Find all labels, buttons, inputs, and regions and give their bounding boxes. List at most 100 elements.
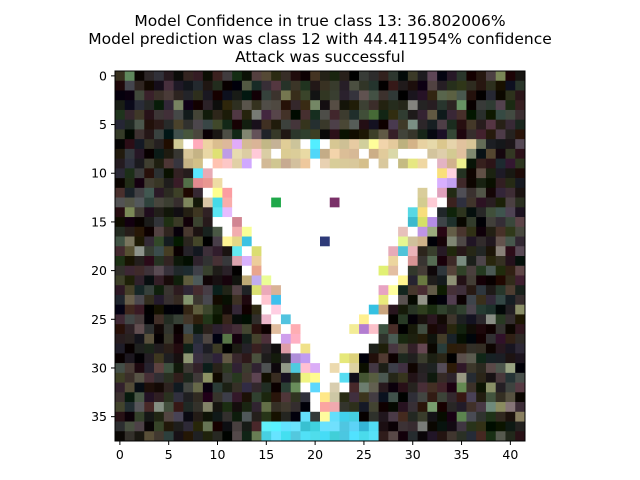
image-pixel: [485, 304, 497, 315]
image-pixel: [115, 333, 126, 344]
image-pixel: [193, 275, 204, 286]
image-pixel: [251, 411, 262, 422]
image-pixel: [163, 119, 174, 130]
image-pixel: [427, 217, 438, 228]
image-pixel: [124, 178, 135, 189]
image-pixel: [339, 109, 350, 121]
image-pixel: [144, 197, 155, 208]
image-pixel: [173, 129, 184, 140]
image-pixel: [485, 246, 497, 257]
image-pixel: [290, 178, 301, 189]
image-pixel: [456, 285, 467, 296]
image-pixel: [183, 431, 194, 442]
image-pixel: [476, 197, 487, 208]
image-pixels: [115, 71, 526, 442]
image-pixel: [261, 314, 272, 325]
image-pixel: [183, 119, 194, 130]
image-pixel: [202, 109, 213, 121]
image-pixel: [261, 168, 272, 179]
image-pixel: [251, 139, 262, 150]
image-pixel: [339, 265, 350, 276]
image-pixel: [427, 343, 438, 354]
image-pixel: [320, 431, 331, 442]
image-pixel: [154, 187, 165, 198]
image-pixel: [290, 333, 301, 344]
image-pixel: [515, 304, 526, 315]
image-pixel: [290, 324, 301, 335]
image-pixel: [378, 431, 389, 442]
image-pixel: [427, 314, 438, 325]
image-pixel: [251, 324, 262, 335]
image-pixel: [515, 217, 526, 228]
image-pixel: [320, 71, 331, 82]
image-pixel: [466, 236, 477, 247]
image-pixel: [241, 285, 253, 296]
image-pixel: [163, 275, 174, 286]
image-pixel: [456, 207, 467, 218]
image-pixel: [251, 421, 262, 432]
image-pixel: [173, 343, 184, 354]
image-pixel: [417, 109, 428, 121]
image-pixel: [271, 119, 282, 130]
image-pixel: [378, 129, 389, 140]
image-pixel: [280, 382, 292, 393]
image-pixel: [124, 80, 135, 91]
image-pixel: [115, 207, 126, 218]
image-pixel: [134, 178, 145, 189]
image-pixel: [124, 129, 135, 140]
image-pixel: [339, 363, 350, 374]
image-pixel: [339, 333, 350, 344]
image-pixel: [349, 139, 360, 150]
image-pixel: [417, 402, 428, 413]
image-pixel: [202, 168, 213, 179]
image-pixel: [359, 304, 370, 315]
image-pixel: [437, 139, 448, 150]
image-pixel: [485, 148, 497, 159]
image-pixel: [437, 382, 448, 393]
image-pixel: [446, 80, 458, 91]
image-pixel: [300, 100, 311, 111]
image-pixel: [261, 363, 272, 374]
image-pixel: [300, 187, 311, 198]
image-pixel: [388, 178, 399, 189]
image-pixel: [183, 411, 194, 422]
image-pixel: [456, 353, 467, 364]
image-pixel: [280, 187, 292, 198]
image-pixel: [378, 353, 389, 364]
image-pixel: [154, 236, 165, 247]
image-pixel: [232, 363, 243, 374]
image-pixel: [310, 265, 321, 276]
image-pixel: [232, 275, 243, 286]
image-pixel: [261, 256, 272, 267]
image-pixel: [476, 304, 487, 315]
x-tick-label: 25: [356, 447, 372, 462]
image-pixel: [310, 256, 321, 267]
image-pixel: [193, 178, 204, 189]
image-pixel: [144, 411, 155, 422]
image-pixel: [271, 343, 282, 354]
image-pixel: [232, 236, 243, 247]
image-pixel: [124, 236, 135, 247]
image-pixel: [515, 226, 526, 237]
image-pixel: [271, 226, 282, 237]
image-pixel: [456, 80, 467, 91]
image-pixel: [173, 411, 184, 422]
image-pixel: [417, 294, 428, 306]
image-pixel: [300, 294, 311, 306]
image-pixel: [437, 158, 448, 169]
image-pixel: [212, 119, 223, 130]
image-pixel: [427, 372, 438, 383]
image-pixel: [320, 285, 331, 296]
image-pixel: [212, 372, 223, 383]
image-pixel: [202, 178, 213, 189]
image-pixel: [359, 411, 370, 422]
image-pixel: [271, 90, 282, 101]
image-pixel: [417, 90, 428, 101]
image-pixel: [437, 353, 448, 364]
image-pixel: [329, 275, 340, 286]
image-pixel: [173, 363, 184, 374]
image-pixel: [368, 294, 379, 306]
image-pixel: [398, 343, 409, 354]
image-pixel: [320, 187, 331, 198]
image-pixel: [251, 119, 262, 130]
